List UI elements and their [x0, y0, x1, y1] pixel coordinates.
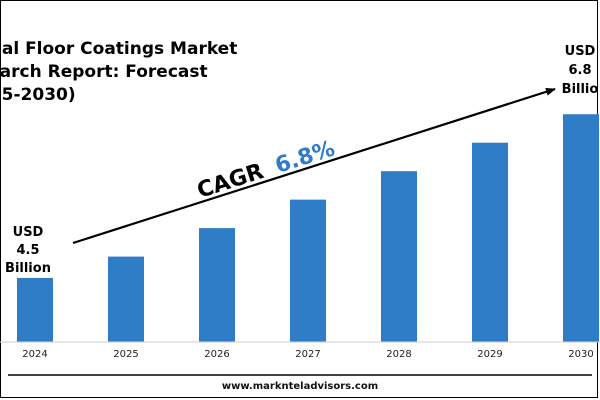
end-value-label: USD 6.8 Billio: [562, 44, 599, 97]
cagr-trend-arrow: [72, 87, 556, 245]
start-label-line-3: Billion: [5, 261, 51, 276]
bar-2025: [108, 256, 144, 342]
x-tick-2029: 2029: [477, 349, 502, 360]
end-label-line-2: 6.8: [568, 63, 591, 78]
source-url: www.marknteladvisors.com: [222, 381, 378, 392]
x-tick-2028: 2028: [386, 349, 411, 360]
start-label-line-2: 4.5: [16, 243, 39, 258]
x-tick-2025: 2025: [113, 349, 138, 360]
bar-2029: [472, 142, 508, 342]
bar-2027: [290, 199, 326, 342]
x-tick-2026: 2026: [204, 349, 229, 360]
end-label-line-1: USD: [565, 44, 596, 59]
cagr-text: CAGR: [194, 159, 267, 204]
start-value-label: USD 4.5 Billion: [5, 225, 51, 276]
bar-2030: [563, 114, 599, 342]
title-line-1: obal Floor Coatings Market: [0, 39, 238, 59]
x-tick-2024: 2024: [22, 349, 47, 360]
title-line-3: 025-2030): [0, 85, 76, 105]
cagr-label: CAGR 6.8%: [194, 136, 338, 203]
bar-2026: [199, 228, 235, 342]
chart-title: obal Floor Coatings Market search Report…: [0, 38, 238, 107]
title-line-2: search Report: Forecast: [0, 62, 208, 82]
x-tick-labels: 2024 2025 2026 2027 2028 2029 2030: [22, 349, 593, 360]
bar-2028: [381, 171, 417, 342]
end-label-line-3: Billio: [562, 82, 599, 97]
x-tick-2030: 2030: [568, 349, 593, 360]
x-tick-2027: 2027: [295, 349, 320, 360]
bar-2024: [17, 277, 53, 342]
bars-group: [17, 114, 599, 342]
cagr-value: 6.8%: [272, 136, 338, 178]
start-label-line-1: USD: [13, 225, 44, 240]
